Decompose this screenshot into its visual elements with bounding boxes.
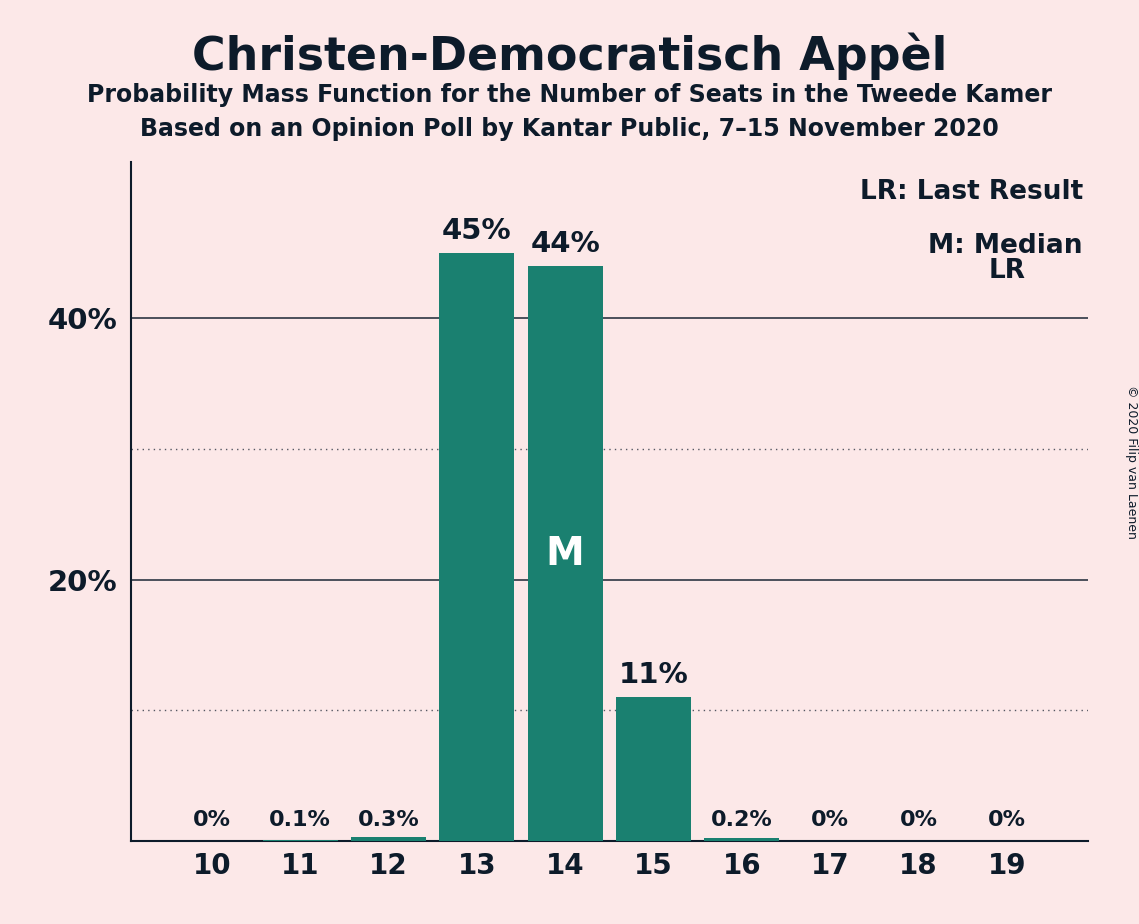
- Text: 44%: 44%: [531, 230, 600, 259]
- Text: LR: LR: [989, 258, 1025, 284]
- Text: M: M: [546, 534, 584, 573]
- Bar: [440, 253, 515, 841]
- Text: 11%: 11%: [618, 662, 688, 689]
- Bar: [616, 698, 691, 841]
- Bar: [527, 266, 603, 841]
- Bar: [263, 840, 338, 841]
- Text: Probability Mass Function for the Number of Seats in the Tweede Kamer: Probability Mass Function for the Number…: [87, 83, 1052, 107]
- Text: 45%: 45%: [442, 217, 511, 245]
- Text: 0.1%: 0.1%: [269, 810, 331, 831]
- Text: 0.3%: 0.3%: [358, 810, 419, 831]
- Text: 0%: 0%: [900, 810, 937, 831]
- Text: Based on an Opinion Poll by Kantar Public, 7–15 November 2020: Based on an Opinion Poll by Kantar Publi…: [140, 117, 999, 141]
- Text: 0%: 0%: [988, 810, 1026, 831]
- Text: Christen-Democratisch Appèl: Christen-Democratisch Appèl: [191, 32, 948, 79]
- Text: 0%: 0%: [192, 810, 231, 831]
- Text: LR: Last Result: LR: Last Result: [860, 178, 1083, 205]
- Text: © 2020 Filip van Laenen: © 2020 Filip van Laenen: [1124, 385, 1138, 539]
- Bar: [351, 837, 426, 841]
- Text: M: Median: M: Median: [928, 233, 1083, 259]
- Text: 0.2%: 0.2%: [711, 810, 772, 831]
- Text: 0%: 0%: [811, 810, 849, 831]
- Bar: [704, 838, 779, 841]
